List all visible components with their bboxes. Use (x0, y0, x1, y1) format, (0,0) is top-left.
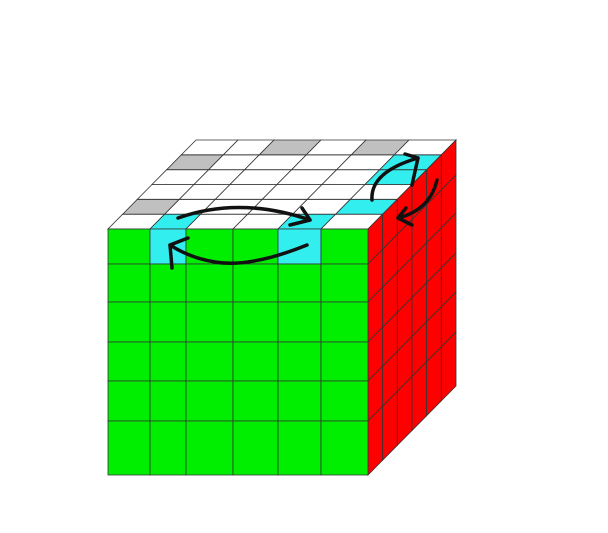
front-sticker (149, 301, 187, 343)
front-sticker (232, 380, 279, 422)
right-down-arrow (396, 178, 439, 227)
front-sticker (107, 420, 151, 476)
front-sticker (107, 263, 151, 303)
front-sticker (107, 301, 151, 343)
front-sticker (107, 380, 151, 422)
front-sticker (149, 380, 187, 422)
right-top-arrow (370, 152, 420, 202)
front-sticker (277, 301, 322, 343)
top-face (107, 139, 457, 230)
front-sticker (277, 263, 322, 303)
front-face-swap-arrow (168, 236, 309, 270)
front-sticker (185, 263, 234, 303)
front-sticker (149, 420, 187, 476)
front-sticker (185, 301, 234, 343)
front-sticker (149, 263, 187, 303)
front-sticker (107, 228, 151, 265)
front-sticker (107, 341, 151, 382)
front-sticker (320, 228, 369, 265)
front-sticker (232, 301, 279, 343)
front-sticker (320, 301, 369, 343)
front-sticker (232, 420, 279, 476)
front-sticker (320, 380, 369, 422)
arrows (168, 152, 439, 270)
front-sticker (185, 380, 234, 422)
top-face-swap-arrow (176, 205, 312, 227)
front-sticker (149, 228, 187, 265)
front-sticker (185, 420, 234, 476)
front-sticker (232, 341, 279, 382)
front-sticker (149, 341, 187, 382)
front-sticker (277, 420, 322, 476)
front-face (107, 228, 369, 476)
front-sticker (185, 341, 234, 382)
front-sticker (185, 228, 234, 265)
front-sticker (277, 341, 322, 382)
front-sticker (277, 380, 322, 422)
front-sticker (320, 420, 369, 476)
right-face (367, 139, 457, 476)
front-sticker (232, 263, 279, 303)
front-sticker (320, 341, 369, 382)
front-sticker (320, 263, 369, 303)
right-sticker (440, 331, 457, 402)
